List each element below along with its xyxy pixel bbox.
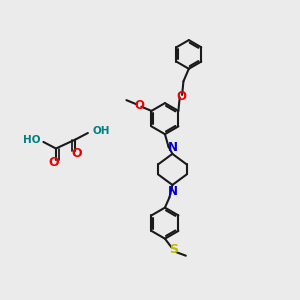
Text: O: O [72, 147, 83, 160]
Text: O: O [176, 90, 186, 103]
Text: O: O [49, 156, 59, 169]
Text: O: O [134, 99, 144, 112]
Text: N: N [167, 185, 177, 198]
Text: S: S [169, 243, 178, 256]
Text: OH: OH [92, 126, 110, 136]
Text: HO: HO [23, 135, 40, 145]
Text: N: N [167, 141, 177, 154]
